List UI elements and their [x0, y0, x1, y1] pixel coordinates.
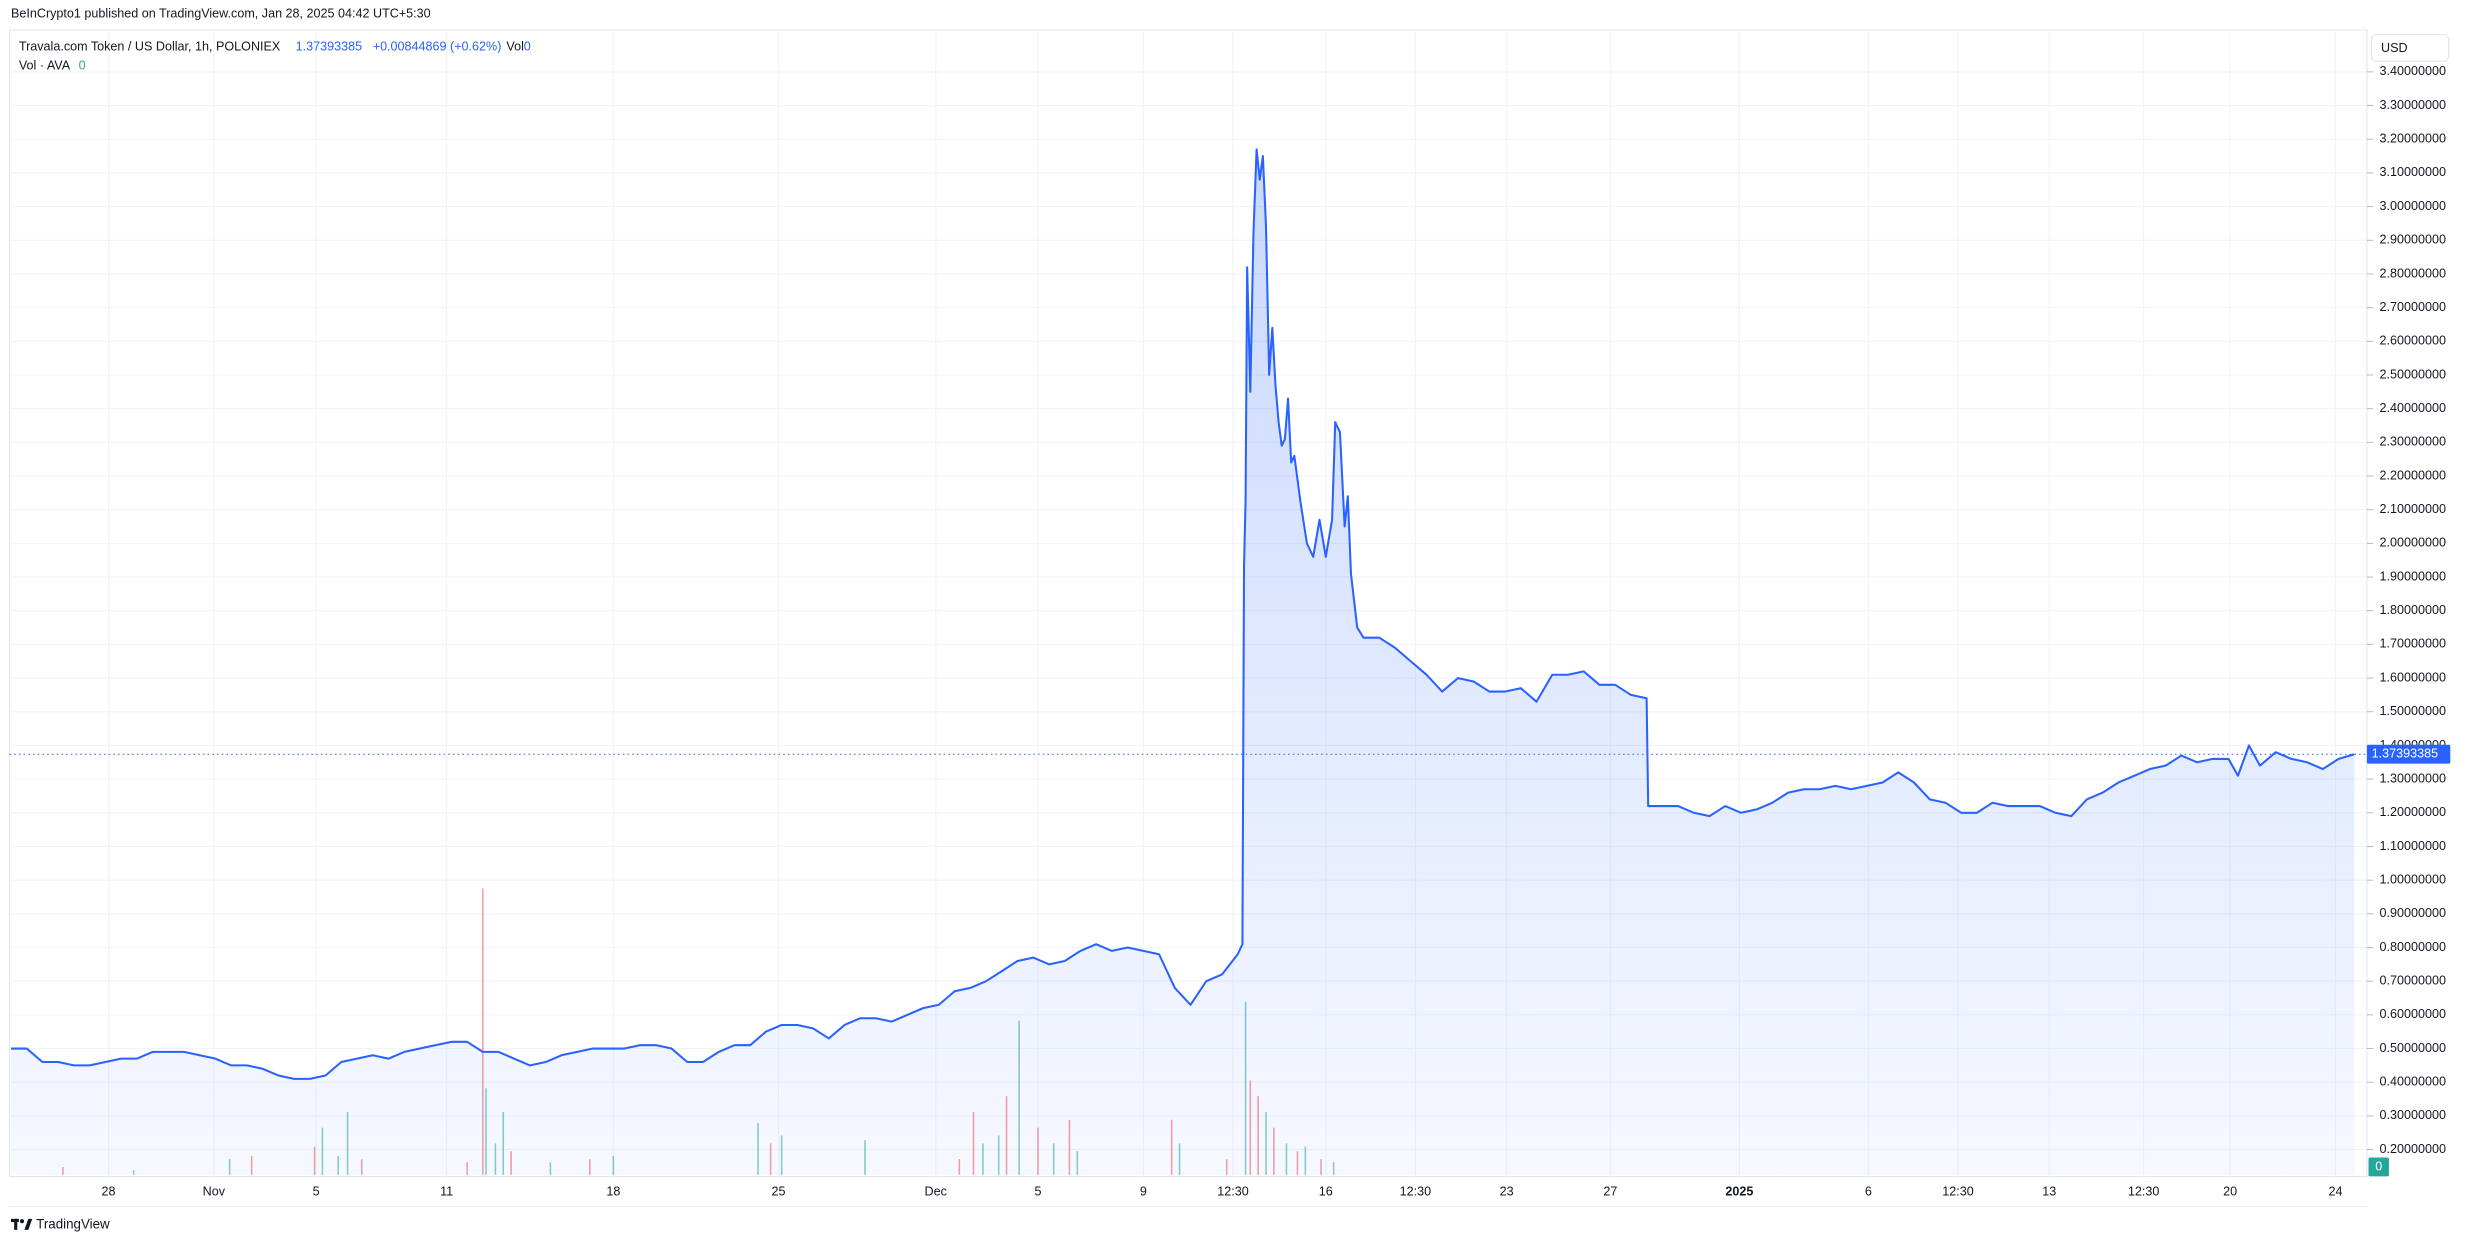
y-tick-label: 1.10000000	[2380, 839, 2446, 853]
y-tick-label: 0.30000000	[2380, 1108, 2446, 1122]
brand: TradingView	[36, 1217, 110, 1232]
x-tick-label: 20	[2223, 1184, 2237, 1198]
y-tick-label: 2.10000000	[2380, 502, 2446, 516]
y-tick-label: 1.90000000	[2380, 569, 2446, 583]
y-tick-label: 2.00000000	[2380, 536, 2446, 550]
x-tick-label: 5	[1034, 1184, 1041, 1198]
y-tick-label: 0.90000000	[2380, 906, 2446, 920]
y-tick-label: 1.30000000	[2380, 771, 2446, 785]
y-tick-label: 2.50000000	[2380, 367, 2446, 381]
x-tick-label: 5	[313, 1184, 320, 1198]
y-tick-label: 0.80000000	[2380, 940, 2446, 954]
x-tick-label: 12:30	[2128, 1184, 2159, 1198]
y-tick-label: 1.70000000	[2380, 637, 2446, 651]
x-tick-label: 2025	[1725, 1184, 1753, 1198]
x-tick-label: 13	[2042, 1184, 2056, 1198]
y-tick-label: 2.20000000	[2380, 468, 2446, 482]
y-tick-label: 0.70000000	[2380, 974, 2446, 988]
x-tick-label: 12:30	[1217, 1184, 1248, 1198]
axes: 0.20000000 0.30000000 0.40000000 0.50000000…	[9, 64, 2451, 1198]
vol-value: 0	[524, 40, 531, 54]
x-tick-label: 24	[2328, 1184, 2342, 1198]
last-price-box	[2366, 744, 2451, 764]
y-tick-label: 2.90000000	[2380, 233, 2446, 247]
x-tick-label: 12:30	[1942, 1184, 1973, 1198]
series	[11, 148, 2355, 1175]
vol-indicator: Vol · AVA	[19, 58, 71, 72]
volume-value-label: 0	[2375, 1159, 2382, 1173]
volume-bar	[482, 888, 484, 1175]
x-tick-label: 18	[606, 1184, 620, 1198]
x-tick-label: 6	[1865, 1184, 1872, 1198]
logo-part	[24, 1218, 33, 1230]
price-change: +0.00844869 (+0.62%)	[373, 40, 502, 54]
symbol: Travala.com Token / US Dollar, 1h, POLON…	[19, 40, 281, 54]
y-tick-label: 0.50000000	[2380, 1041, 2446, 1055]
y-tick-label: 2.60000000	[2380, 334, 2446, 348]
x-tick-label: 9	[1140, 1184, 1147, 1198]
x-tick-label: 28	[102, 1184, 116, 1198]
brand-logo	[11, 1218, 33, 1230]
x-tick-label: 16	[1319, 1184, 1333, 1198]
price-line	[11, 148, 2355, 1080]
currency-button[interactable]	[2371, 34, 2450, 62]
currency[interactable]: USD	[2381, 41, 2408, 55]
x-tick-label: 27	[1603, 1184, 1617, 1198]
volume-value-box	[2368, 1157, 2389, 1177]
x-tick-label: Nov	[203, 1184, 226, 1198]
y-tick-label: 3.40000000	[2380, 64, 2446, 78]
y-tick-label: 1.00000000	[2380, 872, 2446, 886]
y-tick-label: 0.40000000	[2380, 1075, 2446, 1089]
area-fill	[11, 149, 2355, 1175]
y-tick-label: 3.20000000	[2380, 132, 2446, 146]
y-tick-label: 1.60000000	[2380, 670, 2446, 684]
y-tick-label: 3.30000000	[2380, 98, 2446, 112]
y-tick-label: 1.80000000	[2380, 603, 2446, 617]
y-tick-label: 0.20000000	[2380, 1142, 2446, 1156]
y-tick-label: 0.60000000	[2380, 1007, 2446, 1021]
vol-label: Vol	[506, 40, 524, 54]
vol-indicator-value: 0	[79, 58, 86, 72]
y-tick-label: 2.30000000	[2380, 435, 2446, 449]
publisher-line: BeInCrypto1 published on TradingView.com…	[11, 7, 431, 21]
x-tick-label: 25	[771, 1184, 785, 1198]
x-tick-label: Dec	[925, 1184, 947, 1198]
x-tick-label: 11	[440, 1184, 453, 1198]
y-tick-label: 3.00000000	[2380, 199, 2446, 213]
y-tick-label: 2.40000000	[2380, 401, 2446, 415]
y-tick-label: 2.80000000	[2380, 266, 2446, 280]
y-tick-label: 1.20000000	[2380, 805, 2446, 819]
last-price: 1.37393385	[296, 40, 362, 54]
y-tick-label: 3.10000000	[2380, 165, 2446, 179]
y-tick-label: 2.70000000	[2380, 300, 2446, 314]
x-tick-label: 12:30	[1400, 1184, 1431, 1198]
last-price-label: 1.37393385	[2372, 747, 2438, 761]
x-tick-label: 23	[1500, 1184, 1514, 1198]
logo-part	[19, 1219, 25, 1224]
logo-part	[14, 1218, 18, 1230]
y-tick-label: 1.50000000	[2380, 704, 2446, 718]
